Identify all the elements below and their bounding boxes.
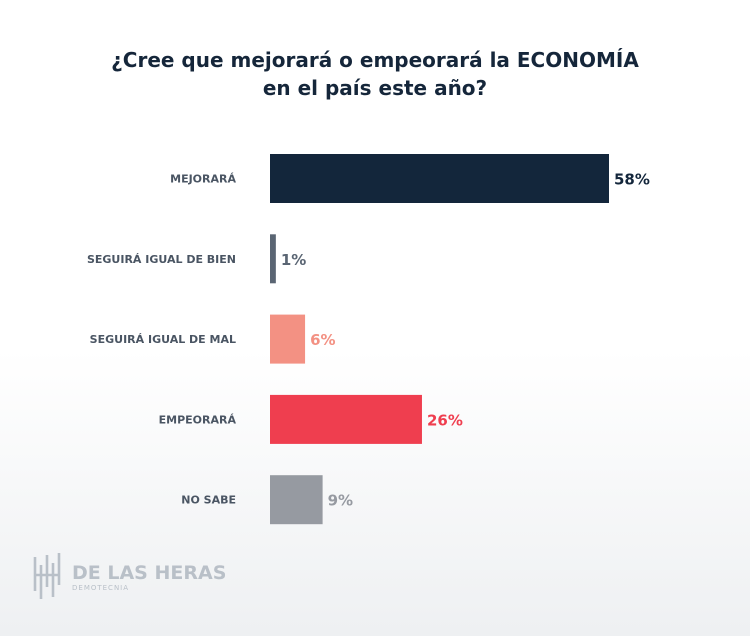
category-label: MEJORARÁ — [170, 173, 236, 186]
bar — [270, 314, 306, 364]
logo-mark-icon — [33, 553, 61, 599]
bar — [270, 154, 609, 203]
logo-name: DE LAS HERAS — [72, 562, 227, 584]
logo-subtitle: DEMOTECNIA — [72, 584, 130, 592]
value-label: 58% — [614, 171, 650, 189]
category-label: NO SABE — [181, 494, 236, 507]
category-label: SEGUIRÁ IGUAL DE BIEN — [87, 253, 236, 266]
value-label: 26% — [427, 411, 463, 429]
chart-title: ¿Cree que mejorará o empeorará la ECONOM… — [0, 46, 750, 102]
brand-logo: DE LAS HERAS DEMOTECNIA — [32, 551, 226, 603]
value-label: 6% — [310, 331, 335, 349]
category-label: SEGUIRÁ IGUAL DE MAL — [90, 333, 236, 346]
bar — [270, 394, 422, 444]
chart-title-line-2: en el país este año? — [262, 76, 488, 100]
bar — [270, 234, 276, 284]
chart-title-line-1: ¿Cree que mejorará o empeorará la ECONOM… — [111, 48, 639, 72]
value-label: 9% — [328, 492, 353, 510]
value-label: 1% — [281, 251, 306, 269]
bar — [270, 475, 323, 525]
category-label: EMPEORARÁ — [159, 413, 237, 426]
